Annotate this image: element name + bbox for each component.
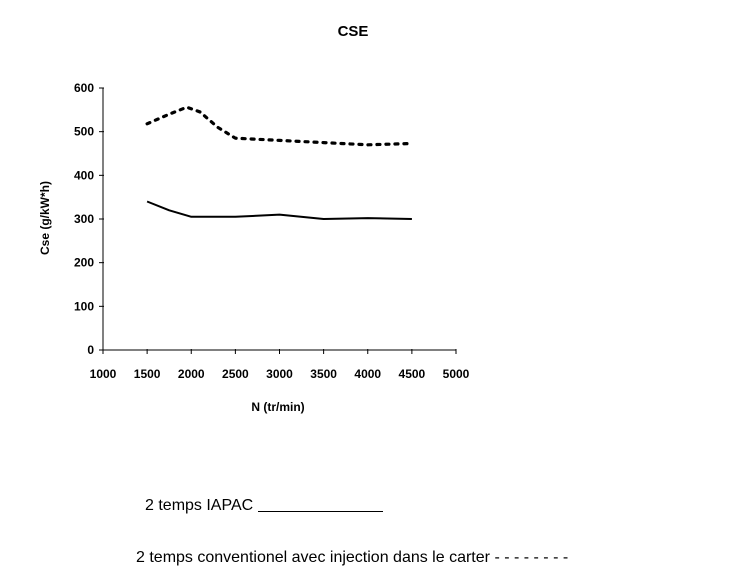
y-tick-label: 600 bbox=[74, 81, 94, 95]
legend-dashed-line-marker: - - - - - - - - bbox=[494, 549, 569, 566]
y-tick-label: 0 bbox=[87, 343, 94, 357]
x-tick-label: 3500 bbox=[310, 367, 337, 381]
y-tick-label: 400 bbox=[74, 168, 94, 182]
series-line-conventional bbox=[145, 105, 414, 147]
ticks: 0 100 200 300 400 500 600 1000 1500 2000 2500 3000 3… bbox=[74, 81, 470, 381]
chart-svg: CSE 0 100 200 300 400 500 600 1000 1500 2000 2500 3… bbox=[38, 23, 470, 414]
x-tick-label: 1000 bbox=[90, 367, 117, 381]
x-axis-label: N (tr/min) bbox=[251, 400, 304, 414]
x-tick-label: 2500 bbox=[222, 367, 249, 381]
y-tick-label: 300 bbox=[74, 212, 94, 226]
x-tick-label: 3000 bbox=[266, 367, 293, 381]
x-tick-label: 4000 bbox=[354, 367, 381, 381]
series-group bbox=[145, 105, 414, 220]
x-tick-label: 1500 bbox=[134, 367, 161, 381]
chart-title: CSE bbox=[338, 23, 369, 40]
x-tick-label: 2000 bbox=[178, 367, 205, 381]
x-tick-label: 4500 bbox=[399, 367, 426, 381]
legend-label-conventional: 2 temps conventionel avec injection dans… bbox=[136, 549, 490, 566]
y-tick-label: 200 bbox=[74, 256, 94, 270]
y-tick-label: 500 bbox=[74, 125, 94, 139]
legend-item-iapac: 2 temps IAPAC bbox=[145, 497, 384, 515]
series-line-iapac bbox=[146, 200, 412, 220]
legend-solid-line-marker bbox=[258, 511, 384, 512]
legend-label-iapac: 2 temps IAPAC bbox=[145, 497, 254, 514]
y-tick-label: 100 bbox=[74, 299, 94, 313]
x-tick-label: 5000 bbox=[443, 367, 470, 381]
y-axis-label: Cse (g/kW*h) bbox=[38, 181, 52, 255]
legend-item-conventional: 2 temps conventionel avec injection dans… bbox=[136, 549, 568, 567]
